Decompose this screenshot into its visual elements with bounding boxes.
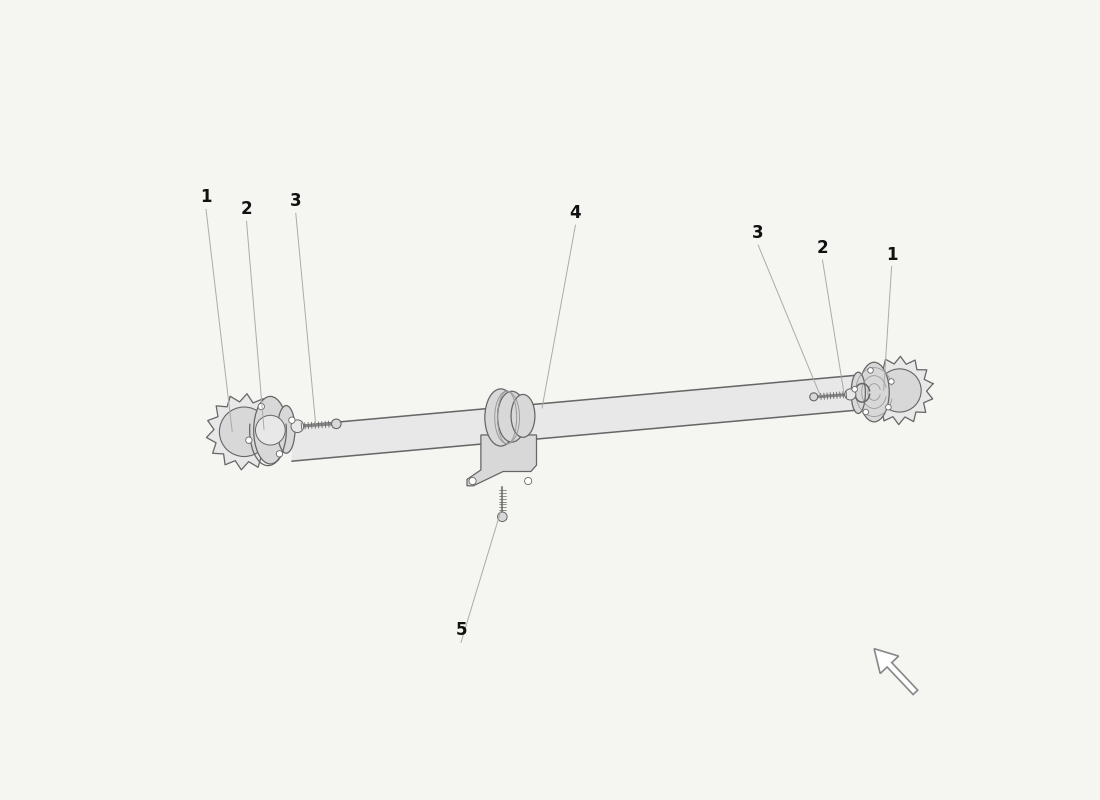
Circle shape (889, 378, 894, 384)
Circle shape (525, 478, 531, 485)
Circle shape (258, 403, 264, 410)
Ellipse shape (859, 362, 889, 422)
Ellipse shape (512, 394, 535, 438)
Text: 5: 5 (455, 622, 466, 639)
Text: 1: 1 (200, 189, 212, 206)
Circle shape (497, 512, 507, 522)
Ellipse shape (497, 391, 526, 442)
Circle shape (219, 407, 268, 457)
Polygon shape (292, 374, 864, 461)
Polygon shape (468, 435, 537, 486)
Polygon shape (866, 356, 933, 425)
Ellipse shape (851, 372, 866, 414)
Circle shape (331, 419, 341, 429)
Circle shape (245, 437, 252, 443)
Circle shape (851, 386, 858, 392)
Circle shape (868, 368, 873, 373)
Ellipse shape (277, 406, 295, 454)
Text: 3: 3 (752, 224, 764, 242)
Circle shape (886, 405, 891, 410)
Circle shape (292, 420, 304, 433)
Text: 4: 4 (570, 204, 581, 222)
Circle shape (845, 389, 856, 400)
Text: 2: 2 (241, 200, 252, 218)
Circle shape (255, 415, 285, 445)
Text: 3: 3 (290, 192, 301, 210)
Ellipse shape (254, 397, 287, 464)
FancyArrow shape (874, 649, 917, 694)
Circle shape (469, 478, 476, 485)
Text: 1: 1 (886, 246, 898, 264)
Polygon shape (207, 394, 282, 470)
Circle shape (810, 393, 817, 401)
Circle shape (878, 369, 921, 412)
Circle shape (276, 450, 283, 457)
Ellipse shape (485, 389, 517, 446)
Circle shape (288, 417, 295, 423)
Text: 2: 2 (816, 239, 828, 258)
Circle shape (864, 409, 869, 414)
